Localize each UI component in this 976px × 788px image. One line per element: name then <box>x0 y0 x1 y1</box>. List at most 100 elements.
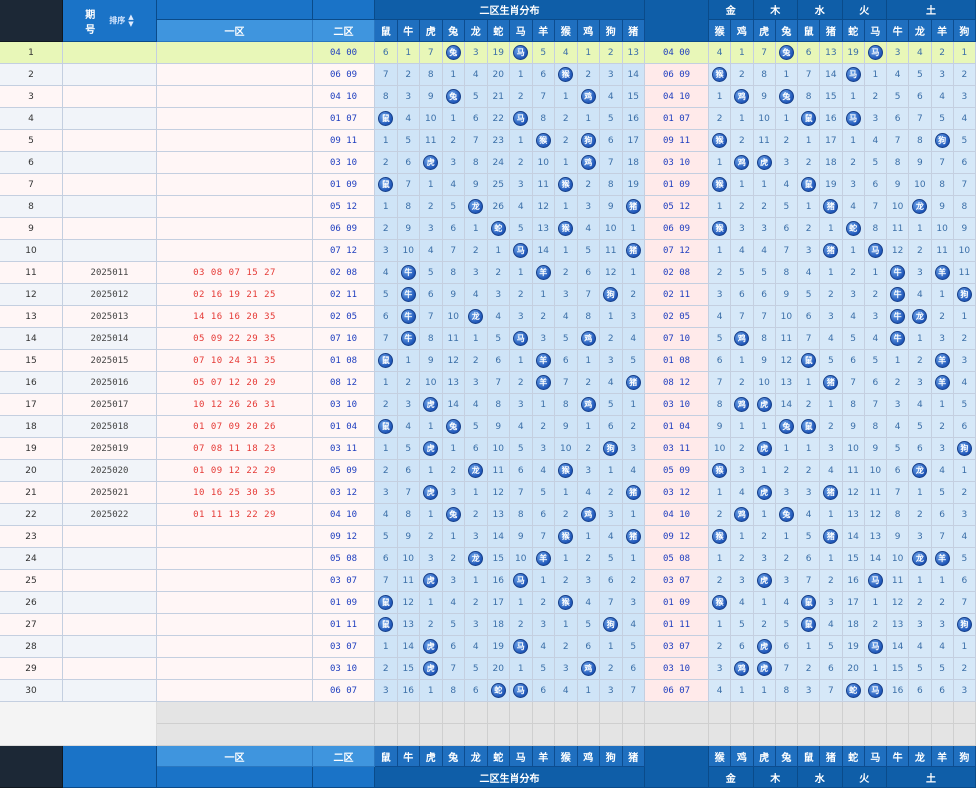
element-cell: 兔 <box>775 416 798 438</box>
row-index: 17 <box>0 394 63 416</box>
zodiac-hit-ball: 牛 <box>400 265 416 280</box>
zodiac-col-header-text: 马 <box>515 27 526 38</box>
element-header-text: 木 <box>770 6 781 17</box>
element-cell: 11 <box>887 218 910 240</box>
zodiac-cell: 5 <box>622 636 645 658</box>
zodiac-cell: 7 <box>510 482 533 504</box>
zodiac-hit-ball: 猪 <box>625 485 641 500</box>
zodiac-cell: 1 <box>465 328 488 350</box>
zodiac-cell-text: 3 <box>450 575 457 586</box>
element-cell: 2 <box>798 218 821 240</box>
element-cell-text: 1 <box>716 91 723 102</box>
zodiac-cell-text: 6 <box>450 641 457 652</box>
issue-number: 2025017 <box>63 394 157 416</box>
zodiac-cell-text: 1 <box>585 355 592 366</box>
issue-header[interactable]: 期号排序 ▲ ▼ <box>63 0 157 42</box>
issue-number-text: 2025019 <box>90 443 129 454</box>
zodiac-cell-text: 6 <box>405 157 412 168</box>
element-cell: 11 <box>775 328 798 350</box>
zodiac-cell: 6 <box>420 284 443 306</box>
zodiac-cell: 4 <box>555 306 578 328</box>
element-cell: 4 <box>887 64 910 86</box>
zodiac-cell-text: 7 <box>382 575 389 586</box>
element-cell: 5 <box>820 636 843 658</box>
element-cell: 兔 <box>775 504 798 526</box>
element-cell: 3 <box>909 372 932 394</box>
zone2-repeat-text: 02 11 <box>662 289 691 300</box>
element-cell: 4 <box>931 460 954 482</box>
zodiac-cell: 虎 <box>420 482 443 504</box>
zodiac-cell: 1 <box>375 636 398 658</box>
zodiac-cell: 11 <box>487 460 510 482</box>
element-cell: 10 <box>931 218 954 240</box>
zodiac-hit-ball: 龙 <box>912 309 928 324</box>
zodiac-cell-text: 16 <box>402 685 414 696</box>
element-cell: 5 <box>909 416 932 438</box>
element-cell-text: 3 <box>939 69 945 80</box>
element-cell: 15 <box>887 658 910 680</box>
zodiac-cell: 4 <box>600 86 623 108</box>
zodiac-cell: 1 <box>510 350 533 372</box>
zodiac-cell: 3 <box>465 372 488 394</box>
zodiac-cell: 2 <box>465 240 488 262</box>
zodiac-cell-text: 7 <box>382 69 389 80</box>
zodiac-col-header: 狗 <box>600 20 623 42</box>
element-cell: 6 <box>909 680 932 702</box>
zone2-numbers: 03 10 <box>313 394 375 416</box>
zodiac-cell-text: 13 <box>402 619 414 630</box>
zone2-header-top <box>313 0 375 20</box>
element-cell-text: 5 <box>917 663 923 674</box>
element-cell-text: 4 <box>917 399 923 410</box>
zodiac-cell: 5 <box>375 284 398 306</box>
element-zodiac-header-text: 兔 <box>781 27 792 38</box>
element-cell: 15 <box>842 548 865 570</box>
element-cell-text: 8 <box>894 157 901 168</box>
zodiac-cell: 1 <box>510 64 533 86</box>
element-cell: 4 <box>864 328 887 350</box>
zodiac-cell: 3 <box>465 614 488 636</box>
element-cell-text: 1 <box>805 377 812 388</box>
footer-zodiac-header-text: 虎 <box>425 752 436 764</box>
element-cell: 12 <box>887 240 910 262</box>
zodiac-cell-text: 1 <box>630 399 637 410</box>
zodiac-hit-ball: 虎 <box>756 573 772 588</box>
zodiac-cell-text: 8 <box>607 179 614 190</box>
element-cell-text: 3 <box>917 531 923 542</box>
zodiac-hit-ball: 牛 <box>400 287 416 302</box>
zodiac-cell: 1 <box>555 548 578 570</box>
row-index-text: 13 <box>25 311 37 322</box>
footer-element: 金 <box>709 767 754 788</box>
issue-number: 2025016 <box>63 372 157 394</box>
element-cell: 13 <box>887 614 910 636</box>
row-index: 13 <box>0 306 63 328</box>
element-cell: 5 <box>953 130 976 152</box>
zodiac-cell-text: 4 <box>405 421 412 432</box>
element-cell: 10 <box>887 548 910 570</box>
zodiac-cell: 1 <box>465 218 488 240</box>
issue-number-text: 2025013 <box>90 311 129 322</box>
element-cell-text: 3 <box>917 619 923 630</box>
element-cell-text: 1 <box>739 531 745 542</box>
element-cell: 虎 <box>753 152 776 174</box>
zodiac-cell: 鸡 <box>577 658 600 680</box>
element-cell-text: 5 <box>872 157 879 168</box>
zodiac-cell-text: 5 <box>540 487 547 498</box>
element-cell: 9 <box>887 174 910 196</box>
element-cell-text: 2 <box>761 201 767 212</box>
zodiac-cell-text: 1 <box>540 289 547 300</box>
row-index: 12 <box>0 284 63 306</box>
zone2-repeat-text: 02 05 <box>662 311 691 322</box>
stat-cell <box>157 702 375 724</box>
sort-button[interactable]: 排序 ▲ ▼ <box>109 13 133 28</box>
zodiac-hit-ball: 狗 <box>603 617 619 632</box>
element-cell: 马 <box>864 680 887 702</box>
zodiac-hit-ball: 鸡 <box>734 331 750 346</box>
zodiac-cell: 虎 <box>420 152 443 174</box>
row-index: 26 <box>0 592 63 614</box>
zodiac-cell: 5 <box>532 482 555 504</box>
zodiac-cell: 猴 <box>555 174 578 196</box>
zodiac-cell-text: 3 <box>405 91 412 102</box>
zodiac-cell: 4 <box>465 284 488 306</box>
zodiac-cell-text: 4 <box>540 465 547 476</box>
stat-row-label <box>0 724 157 746</box>
